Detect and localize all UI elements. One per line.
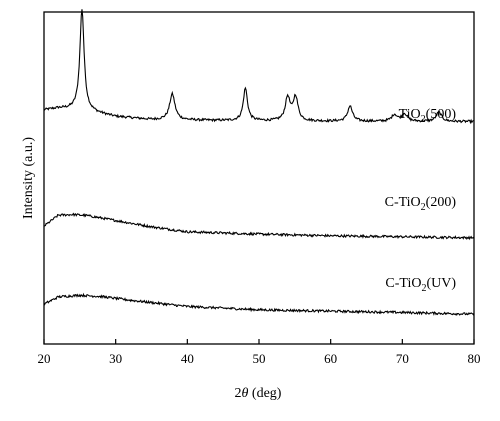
series-line (43, 292, 475, 316)
series-label-subscript: 2 (421, 202, 426, 213)
series-curves (43, 9, 475, 316)
series-label-tail: (200) (426, 195, 457, 210)
x-axis-label-suffix: (deg) (248, 386, 281, 401)
x-axis-label-theta: θ (242, 386, 249, 401)
series-line (43, 212, 475, 241)
x-tick-label: 50 (253, 351, 266, 366)
series-label-subscript: 2 (421, 114, 426, 125)
series-label-main: C-TiO (385, 195, 421, 210)
x-axis-label: 2θ (deg) (235, 386, 282, 401)
series-label: TiO2(500) (399, 107, 457, 125)
x-tick-label: 70 (396, 351, 409, 366)
x-tick-label: 80 (468, 351, 481, 366)
x-tick-label: 30 (109, 351, 122, 366)
series-label-subscript: 2 (421, 283, 426, 294)
series-labels: TiO2(500)C-TiO2(200)C-TiO2(UV) (385, 107, 457, 294)
x-axis-ticks: 20 30 40 50 60 70 80 (38, 339, 481, 366)
series-label-main: C-TiO (385, 276, 421, 291)
series-line (43, 9, 475, 125)
x-tick-label: 40 (181, 351, 194, 366)
series-label-tail: (500) (426, 107, 457, 122)
x-axis-label-prefix: 2 (235, 386, 242, 401)
y-axis-label: Intensity (a.u.) (21, 137, 36, 219)
plot-frame (43, 11, 475, 345)
x-tick-label: 60 (324, 351, 337, 366)
x-tick-label: 20 (38, 351, 51, 366)
series-label: C-TiO2(UV) (385, 276, 456, 294)
series-label-main: TiO (399, 107, 421, 122)
series-label-tail: (UV) (426, 276, 456, 291)
series-label: C-TiO2(200) (385, 195, 457, 213)
